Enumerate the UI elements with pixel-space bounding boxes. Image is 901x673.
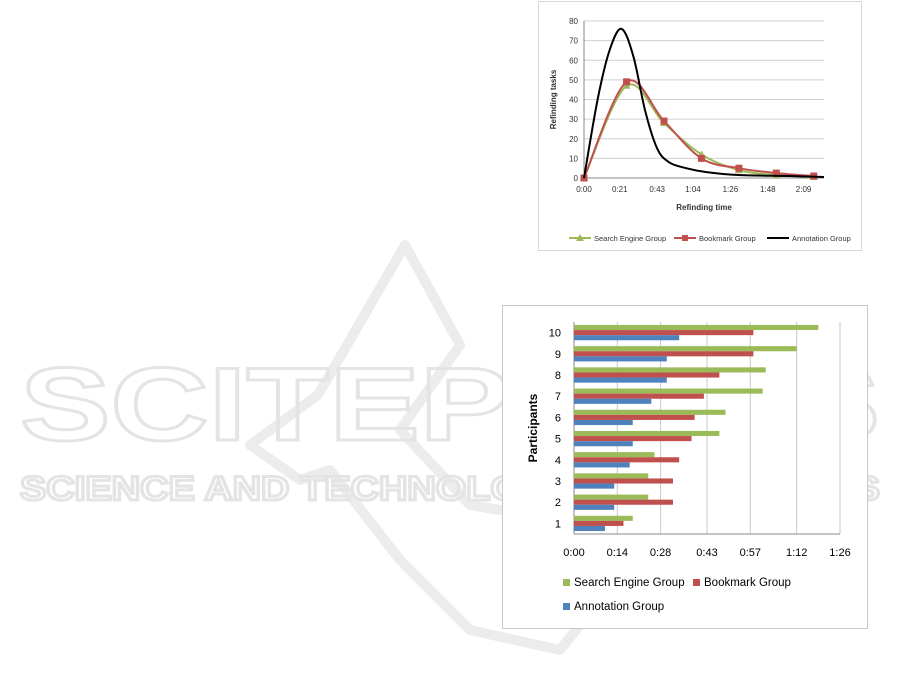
y-tick-label: 80 xyxy=(569,17,578,26)
data-point-square xyxy=(623,78,631,86)
bar-bookmark-group xyxy=(574,414,695,420)
y-axis-label: Refinding tasks xyxy=(549,69,558,129)
bar-search-engine-group xyxy=(574,409,726,415)
legend-item: Annotation Group xyxy=(767,234,851,243)
x-tick-label: 0:00 xyxy=(563,547,584,559)
x-tick-label: 2:09 xyxy=(796,185,812,194)
x-tick-label: 0:43 xyxy=(649,185,665,194)
bar-annotation-group xyxy=(574,462,630,468)
bar-bookmark-group xyxy=(574,372,720,378)
bar-bookmark-group xyxy=(574,478,673,484)
series-line-search-engine-group xyxy=(583,83,814,179)
legend-item: Bookmark Group xyxy=(674,234,756,243)
legend-item: Bookmark Group xyxy=(693,577,791,589)
x-axis-label: Refinding time xyxy=(676,203,732,212)
category-label: 8 xyxy=(555,370,561,382)
refinding-time-line-chart: 0 10 20 30 40 50 60 70 80 0:00 0:21 0:43 1:04 1:26 1:4… xyxy=(538,1,862,251)
bar-bookmark-group xyxy=(574,499,673,505)
x-tick-label: 0:28 xyxy=(650,547,671,559)
bar-search-engine-group xyxy=(574,494,649,500)
y-axis-label: Participants xyxy=(526,393,540,462)
bar-annotation-group xyxy=(574,483,615,489)
category-label: 6 xyxy=(555,412,561,424)
category-label: 5 xyxy=(555,434,561,446)
x-tick-label: 0:21 xyxy=(612,185,628,194)
x-tick-label: 1:26 xyxy=(829,547,850,559)
legend-swatch xyxy=(563,579,570,586)
series-line-annotation-group xyxy=(583,27,825,179)
legend-item: Search Engine Group xyxy=(563,577,685,589)
bar-search-engine-group xyxy=(574,388,763,394)
bar-search-engine-group xyxy=(574,346,797,352)
x-tick-label: 0:14 xyxy=(607,547,628,559)
legend-marker-square xyxy=(682,235,688,241)
bar-search-engine-group xyxy=(574,452,655,458)
line-chart-svg: 0 10 20 30 40 50 60 70 80 0:00 0:21 0:43 1:04 1:26 1:4… xyxy=(549,17,851,243)
y-tick-label: 20 xyxy=(569,135,578,144)
y-tick-label: 0 xyxy=(574,174,579,183)
legend-swatch xyxy=(693,579,700,586)
category-label: 4 xyxy=(555,455,561,467)
bar-bookmark-group xyxy=(574,393,704,399)
data-point-square xyxy=(772,169,780,177)
x-tick-label: 1:26 xyxy=(723,185,739,194)
legend-swatch xyxy=(563,603,570,610)
bar-annotation-group xyxy=(574,356,667,362)
y-tick-label: 40 xyxy=(569,96,578,105)
y-tick-label: 10 xyxy=(569,154,578,163)
bar-bookmark-group xyxy=(574,330,754,336)
bar-search-engine-group xyxy=(574,367,766,373)
bar-search-engine-group xyxy=(574,324,819,331)
category-label: 9 xyxy=(555,349,561,361)
category-label: 7 xyxy=(555,391,561,403)
category-label: 1 xyxy=(555,518,561,530)
legend-item: Annotation Group xyxy=(563,601,664,613)
x-tick-label: 0:43 xyxy=(696,547,717,559)
bar-bookmark-group xyxy=(574,436,692,442)
bar-chart-svg: 0:00 0:14 0:28 0:43 0:57 1:12 1:26 1 2 3 4 5 6 7 8 9 10 P… xyxy=(526,322,851,613)
bar-annotation-group xyxy=(574,419,633,426)
category-label: 2 xyxy=(555,497,561,509)
category-label: 3 xyxy=(555,476,561,488)
y-tick-label: 30 xyxy=(569,115,578,124)
x-tick-label: 0:57 xyxy=(740,547,761,559)
data-point-square xyxy=(697,154,705,162)
bar-annotation-group xyxy=(574,398,652,404)
legend-label: Bookmark Group xyxy=(699,234,756,243)
legend-marker-triangle xyxy=(576,234,584,241)
bar-search-engine-group xyxy=(574,515,633,521)
bar-bookmark-group xyxy=(574,457,680,463)
bar-search-engine-group xyxy=(574,473,649,479)
x-tick-label: 0:00 xyxy=(576,185,592,194)
x-tick-label: 1:48 xyxy=(760,185,776,194)
bar-annotation-group xyxy=(574,335,680,341)
legend-item: Search Engine Group xyxy=(569,234,666,243)
bar-bookmark-group xyxy=(574,351,754,357)
participants-bar-chart: 0:00 0:14 0:28 0:43 0:57 1:12 1:26 1 2 3 4 5 6 7 8 9 10 P… xyxy=(502,305,868,629)
legend-label: Search Engine Group xyxy=(594,234,666,243)
legend-label: Bookmark Group xyxy=(704,577,791,589)
y-tick-label: 60 xyxy=(569,56,578,65)
bar-bookmark-group xyxy=(574,520,624,526)
y-tick-label: 70 xyxy=(569,37,578,46)
bar-annotation-group xyxy=(574,525,605,532)
x-tick-label: 1:12 xyxy=(786,547,807,559)
y-tick-label: 50 xyxy=(569,76,578,85)
legend-label: Annotation Group xyxy=(792,234,851,243)
category-label: 10 xyxy=(549,328,561,340)
bar-search-engine-group xyxy=(574,430,720,437)
x-tick-label: 1:04 xyxy=(685,185,701,194)
bar-annotation-group xyxy=(574,441,633,447)
legend-label: Search Engine Group xyxy=(574,577,685,589)
bar-annotation-group xyxy=(574,377,667,383)
legend-label: Annotation Group xyxy=(574,601,664,613)
bar-annotation-group xyxy=(574,504,615,510)
data-point-square xyxy=(660,117,668,125)
data-point-square xyxy=(735,164,743,172)
